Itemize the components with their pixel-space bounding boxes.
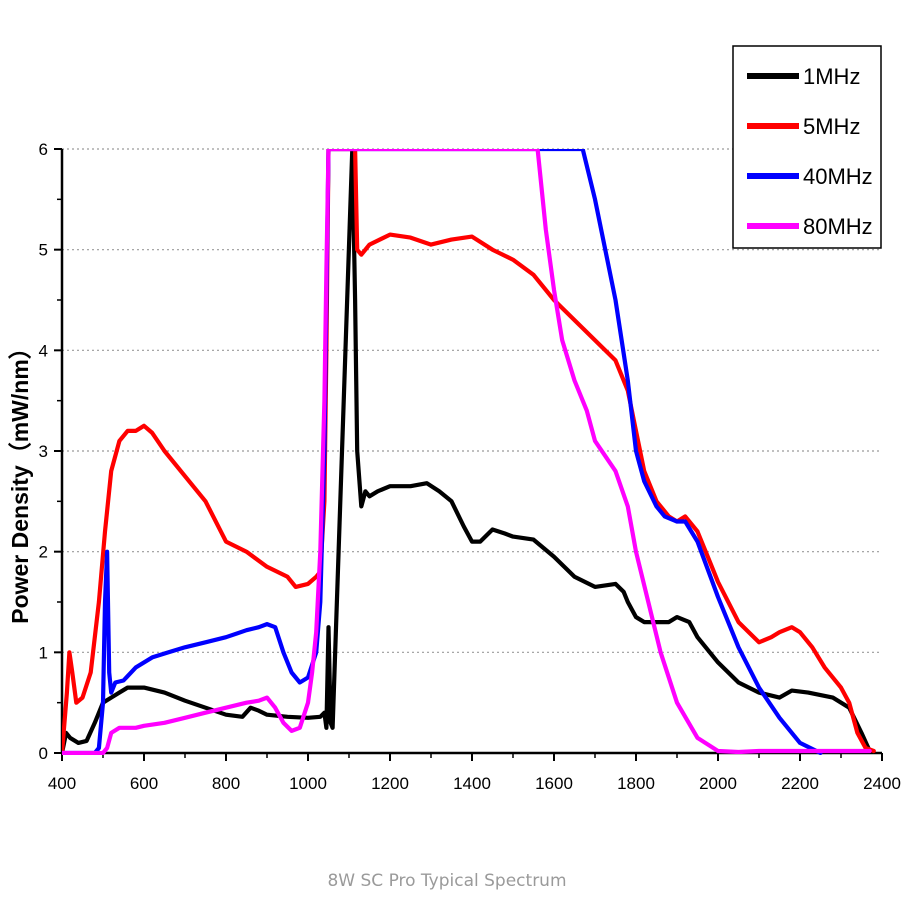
x-tick-label-2: 800 bbox=[212, 774, 240, 793]
x-tick-label-0: 400 bbox=[48, 774, 76, 793]
x-tick-label-9: 2200 bbox=[781, 774, 819, 793]
x-tick-label-1: 600 bbox=[130, 774, 158, 793]
y-tick-label-6: 6 bbox=[39, 140, 48, 159]
figure-caption: 8W SC Pro Typical Spectrum bbox=[327, 871, 566, 891]
y-tick-label-1: 1 bbox=[39, 643, 48, 662]
x-tick-label-7: 1800 bbox=[617, 774, 655, 793]
legend-label-40MHz: 40MHz bbox=[803, 164, 873, 189]
series-line-1MHz bbox=[62, 149, 872, 755]
tick-labels: 0 1 2 3 4 5 6 400 600 800 1000 1200 1400 1600 1800 2000… bbox=[39, 140, 901, 793]
legend-label-80MHz: 80MHz bbox=[803, 214, 873, 239]
y-tick-label-5: 5 bbox=[39, 241, 48, 260]
series-lines bbox=[62, 149, 876, 755]
x-tick-label-10: 2400 bbox=[863, 774, 901, 793]
series-line-80MHz bbox=[62, 149, 872, 755]
x-tick-label-4: 1200 bbox=[371, 774, 409, 793]
legend-box bbox=[732, 45, 882, 249]
y-tick-label-0: 0 bbox=[39, 744, 48, 763]
x-tick-label-8: 2000 bbox=[699, 774, 737, 793]
legend: 1MHz 5MHz 40MHz 80MHz bbox=[732, 45, 882, 249]
legend-label-1MHz: 1MHz bbox=[803, 64, 860, 89]
x-tick-label-6: 1600 bbox=[535, 774, 573, 793]
y-tick-label-4: 4 bbox=[39, 341, 48, 360]
series-line-40MHz bbox=[62, 149, 823, 755]
x-tick-label-5: 1400 bbox=[453, 774, 491, 793]
gridlines bbox=[62, 148, 882, 653]
y-axis-label: Power Density（mW/nm） bbox=[7, 336, 33, 624]
x-tick-label-3: 1000 bbox=[289, 774, 327, 793]
y-tick-label-3: 3 bbox=[39, 442, 48, 461]
y-tick-label-2: 2 bbox=[39, 543, 48, 562]
legend-label-5MHz: 5MHz bbox=[803, 114, 860, 139]
series-line-5MHz bbox=[62, 149, 876, 755]
